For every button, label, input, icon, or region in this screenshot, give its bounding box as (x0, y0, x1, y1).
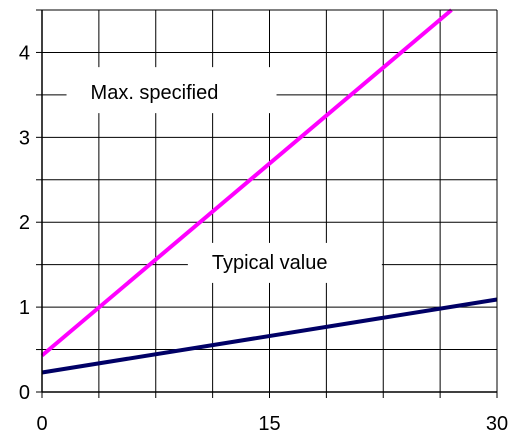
y-tick-label: 1 (19, 297, 30, 319)
x-tick-label: 15 (258, 413, 280, 435)
annotation-backgrounds (66, 67, 382, 283)
series-lines (40, 8, 498, 375)
annotation-label: Typical value (212, 252, 328, 274)
annotation-background (187, 242, 382, 283)
series-line-2 (41, 297, 498, 375)
series-line-1 (40, 8, 453, 358)
x-tick-label: 0 (36, 413, 47, 435)
y-tick-label: 2 (19, 212, 30, 234)
x-tick-label: 30 (486, 413, 508, 435)
tick-labels: 0 1 2 3 4 0 15 30 (19, 42, 508, 435)
axes (36, 9, 498, 398)
y-tick-label: 3 (19, 127, 30, 149)
annotations: Max. specified Typical value (91, 82, 328, 274)
annotation-background (66, 67, 277, 114)
y-tick-label: 0 (19, 382, 30, 404)
y-tick-label: 4 (19, 42, 30, 64)
annotation-label: Max. specified (91, 82, 219, 104)
